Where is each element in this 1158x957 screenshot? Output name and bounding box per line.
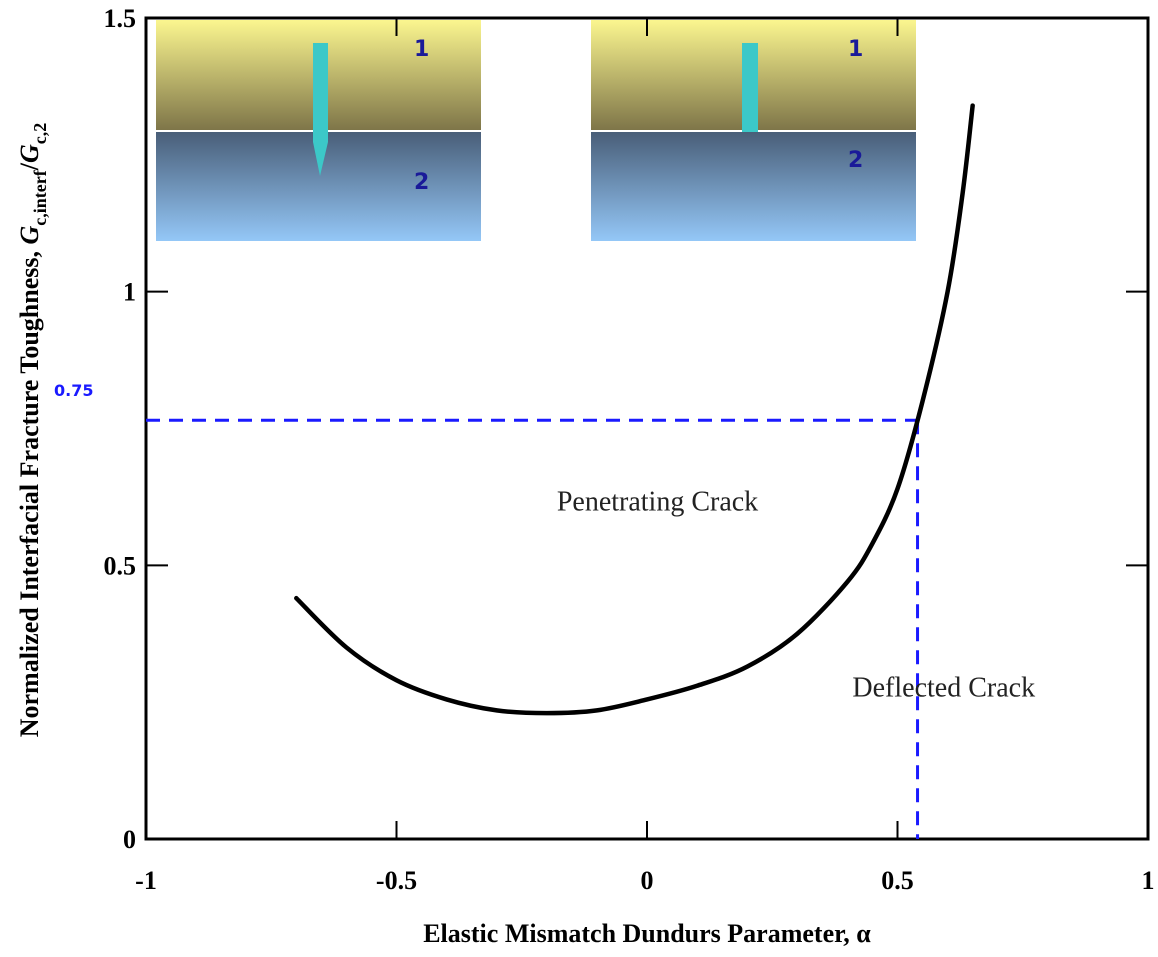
x-tick-label: -0.5 — [376, 866, 417, 895]
y-tick-label: 1.5 — [104, 4, 137, 33]
annotations: Penetrating Crack Deflected Crack — [557, 487, 1035, 704]
x-tick-label: -1 — [135, 866, 157, 895]
y-axis-title-main: Normalized Interfacial Fracture Toughnes… — [15, 245, 44, 738]
penetrating-crack-icon — [313, 43, 328, 176]
axis-tick-labels: -1 -0.5 0 0.5 1 0 0.5 1 1.5 — [104, 4, 1155, 895]
inset-deflected-label-1: 1 — [848, 37, 863, 62]
y-axis-title-slash: / — [15, 162, 44, 171]
annotation-label: Deflected Crack — [852, 673, 1035, 704]
inset-penetrating-label-2: 2 — [414, 170, 429, 195]
reference-line-label: 0.75 — [54, 381, 93, 400]
x-axis-title: Elastic Mismatch Dundurs Parameter, α — [423, 919, 871, 948]
annotation-label: Penetrating Crack — [557, 487, 758, 518]
y-axis-title: Normalized Interfacial Fracture Toughnes… — [15, 123, 50, 738]
series-line — [294, 103, 975, 716]
x-tick-label: 0 — [641, 866, 654, 895]
y-tick-label: 0 — [123, 825, 136, 854]
y-tick-label: 1 — [123, 278, 136, 307]
y-tick-label: 0.5 — [104, 551, 137, 580]
axis-ticks — [145, 17, 1149, 840]
data-series — [294, 103, 975, 716]
inset-deflected-label-2: 2 — [848, 148, 863, 173]
inset-deflected-layer-2 — [591, 132, 916, 241]
inset-penetrating: 1 2 — [156, 20, 481, 241]
y-axis-title-g1: G — [15, 226, 44, 245]
inset-penetrating-label-1: 1 — [414, 37, 429, 62]
y-axis-title-sub2: c,2 — [30, 123, 50, 145]
reference-lines: 0.75 — [54, 381, 920, 839]
x-tick-label: 0.5 — [881, 866, 914, 895]
inset-deflected: 1 2 — [591, 20, 916, 241]
y-axis-title-sub1: c,interf — [30, 169, 50, 225]
deflected-crack-icon — [742, 43, 758, 132]
x-tick-label: 1 — [1142, 866, 1155, 895]
y-axis-title-g2: G — [15, 144, 44, 163]
